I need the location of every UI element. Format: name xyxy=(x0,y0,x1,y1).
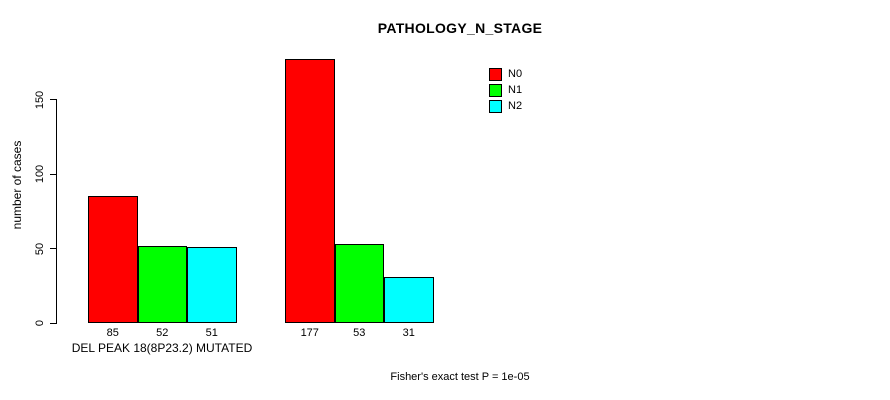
y-axis-tick-label: 150 xyxy=(34,90,46,109)
legend-swatch-n1 xyxy=(489,83,502,97)
bar-n1-group2 xyxy=(334,244,384,323)
legend-item-n2: N2 xyxy=(489,98,522,114)
bar-value-label: 85 xyxy=(106,327,119,339)
legend-swatch-n2 xyxy=(489,99,502,113)
y-axis-tick xyxy=(50,322,57,324)
chart-title: PATHOLOGY_N_STAGE xyxy=(377,20,543,36)
y-axis-tick xyxy=(50,99,57,100)
bar-n0-group1 xyxy=(88,196,138,323)
y-axis-tick xyxy=(50,173,57,175)
y-axis-tick-label: 0 xyxy=(34,319,46,327)
bar-n2-group1 xyxy=(187,247,237,323)
legend-label-n2: N2 xyxy=(508,99,523,112)
bar-n0-group2 xyxy=(285,59,335,323)
legend: N0 N1 N2 xyxy=(489,66,522,114)
bar-value-label: 177 xyxy=(300,327,319,339)
bar-value-label: 52 xyxy=(156,327,169,339)
legend-swatch-n0 xyxy=(489,67,502,81)
legend-item-n0: N0 xyxy=(489,66,522,82)
legend-item-n1: N1 xyxy=(489,82,522,98)
legend-label-n0: N0 xyxy=(508,67,523,80)
y-axis-label: number of cases xyxy=(10,140,24,230)
bar-value-label: 51 xyxy=(205,327,218,339)
y-axis-tick-label: 100 xyxy=(34,164,46,184)
y-axis-tick xyxy=(50,248,57,249)
bar-n2-group2 xyxy=(384,276,434,323)
footnote-text: Fisher's exact test P = 1e-05 xyxy=(390,371,530,383)
y-axis-tick-label: 50 xyxy=(34,242,46,255)
bar-n1-group1 xyxy=(137,245,187,323)
x-group-label: DEL PEAK 18(8P23.2) MUTATED xyxy=(71,341,253,355)
y-axis-line xyxy=(56,99,57,324)
legend-label-n1: N1 xyxy=(508,83,523,96)
bar-value-label: 53 xyxy=(353,327,366,339)
bar-value-label: 31 xyxy=(402,327,415,339)
